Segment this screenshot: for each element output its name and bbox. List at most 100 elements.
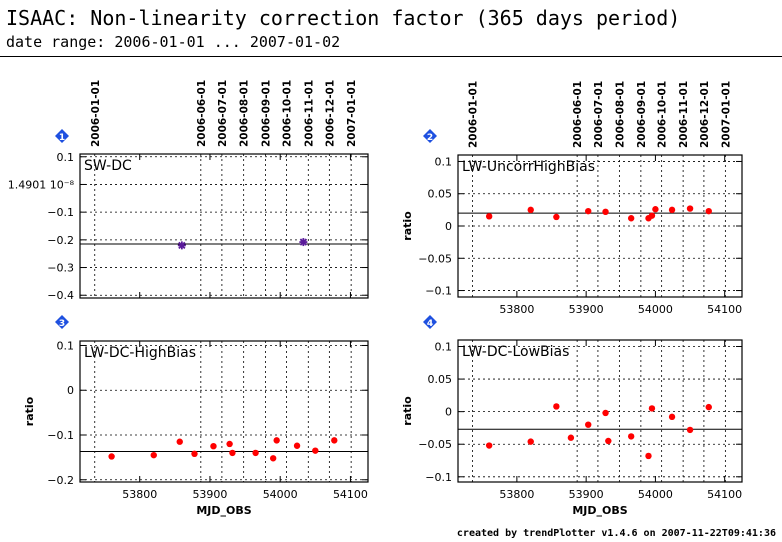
date-tick-label: 2006-12-01 xyxy=(699,81,711,148)
panel-4: 0.1 0.05 0 −0.05 −0.1 53800 53900 54000 54100 LW-… xyxy=(401,315,743,517)
date-tick-label: 2006-08-01 xyxy=(614,81,626,148)
data-point xyxy=(602,409,609,417)
data-point xyxy=(585,207,592,215)
data-point xyxy=(150,451,157,459)
y-tick-label: −0.05 xyxy=(418,252,452,265)
date-tick-label: 2006-06-01 xyxy=(196,80,208,147)
panel-1: 2006-01-01 2006-06-01 2006-07-01 2006-08-01… xyxy=(8,80,369,302)
date-tick-label: 2007-01-01 xyxy=(346,80,358,147)
date-tick-label: 2007-01-01 xyxy=(720,81,732,148)
panel-number-badge xyxy=(423,315,437,329)
date-tick-label: 2006-07-01 xyxy=(593,81,605,148)
x-tick-label: 53900 xyxy=(569,303,604,316)
data-point xyxy=(705,207,712,215)
x-axis-label: MJD_OBS xyxy=(196,504,251,517)
panel-label: LW-DC-HighBias xyxy=(84,345,196,361)
data-point xyxy=(527,206,534,214)
plot-frame xyxy=(79,340,369,483)
page-title: ISAAC: Non-linearity correction factor (… xyxy=(6,6,681,30)
date-tick-label: 2006-11-01 xyxy=(303,80,315,147)
data-point xyxy=(645,452,652,460)
y-tick-label: −0.1 xyxy=(47,429,74,442)
data-point xyxy=(485,213,493,220)
y-tick-label: 0 xyxy=(445,220,452,233)
y-tick-label: 0.1 xyxy=(435,155,453,168)
y-tick-label: −0.3 xyxy=(47,262,74,275)
star-stroke xyxy=(299,238,308,246)
data-point xyxy=(108,453,115,460)
panel-2: 2006-01-01 2006-06-01 2006-07-01 2006-08-01… xyxy=(401,81,743,316)
data-point xyxy=(686,426,694,434)
data-point xyxy=(553,403,560,410)
y-tick-label: 0 xyxy=(445,406,452,419)
date-tick-label: 2006-10-01 xyxy=(657,81,669,148)
y-tick-label: −0.2 xyxy=(47,234,74,247)
title-rule xyxy=(0,56,782,57)
x-tick-label: 54100 xyxy=(333,488,368,501)
data-point xyxy=(312,447,319,454)
data-point xyxy=(485,442,493,449)
x-tick-label: 53900 xyxy=(569,488,604,501)
y-tick-label: 0 xyxy=(67,384,74,397)
date-tick-label: 2006-07-01 xyxy=(217,80,229,147)
date-range-subtitle: date range: 2006-01-01 ... 2007-01-02 xyxy=(6,33,341,51)
x-tick-label: 53900 xyxy=(192,488,227,501)
date-tick-label: 2006-09-01 xyxy=(260,80,272,147)
data-point xyxy=(293,442,301,449)
data-point xyxy=(176,438,183,445)
panel-label: SW-DC xyxy=(84,158,132,174)
data-point xyxy=(226,440,233,448)
panel-number-badge xyxy=(423,129,437,143)
data-point xyxy=(273,437,280,444)
panel-number: 2 xyxy=(427,133,433,143)
data-point-star xyxy=(299,238,308,247)
data-point xyxy=(648,405,656,412)
data-point xyxy=(191,450,198,457)
data-point xyxy=(602,208,609,215)
y-tick-label: 0.05 xyxy=(428,188,453,201)
data-point xyxy=(331,437,338,444)
y-tick-label: −0.2 xyxy=(47,474,74,487)
y-tick-label: 0.05 xyxy=(428,373,453,386)
plot-frame xyxy=(457,154,743,298)
x-tick-label: 54000 xyxy=(638,488,673,501)
data-point xyxy=(668,413,676,421)
data-point xyxy=(705,403,712,411)
data-point xyxy=(527,438,534,445)
y-tick-label: −0.1 xyxy=(47,206,74,219)
date-tick-label: 2006-06-01 xyxy=(572,81,584,148)
y-tick-label: −0.1 xyxy=(425,471,452,484)
data-point xyxy=(627,433,635,440)
date-tick-label: 2006-08-01 xyxy=(239,80,251,147)
panel-number: 3 xyxy=(59,319,65,329)
date-tick-label: 2006-09-01 xyxy=(636,81,648,148)
plot-frame xyxy=(457,339,743,483)
data-point xyxy=(269,455,277,462)
panel-number-badge xyxy=(55,315,69,329)
y-tick-label: −0.05 xyxy=(418,438,452,451)
date-tick-label: 2006-10-01 xyxy=(282,80,294,147)
x-tick-label: 54000 xyxy=(638,303,673,316)
date-tick-label: 2006-01-01 xyxy=(468,81,480,148)
panel-3: 0.1 0 −0.1 −0.2 53800 53900 54000 54100 LW-DC-Hi… xyxy=(23,315,369,517)
data-point xyxy=(652,206,659,213)
plot-frame xyxy=(79,153,369,299)
y-tick-label: 0.1 xyxy=(57,339,75,352)
data-point xyxy=(585,421,592,428)
date-tick-label: 2006-11-01 xyxy=(678,81,690,148)
data-point xyxy=(686,205,694,212)
y-axis-label: ratio xyxy=(23,396,36,426)
panel-number-badge xyxy=(55,129,69,143)
date-tick-label: 2006-12-01 xyxy=(324,80,336,147)
x-tick-label: 54000 xyxy=(263,488,298,501)
panel-number: 1 xyxy=(59,133,65,143)
data-point xyxy=(668,206,676,214)
panel-label: LW-DC-LowBias xyxy=(462,344,569,360)
y-axis-label: ratio xyxy=(401,396,414,426)
y-tick-label: 0.1 xyxy=(435,341,453,354)
y-axis-label: ratio xyxy=(401,211,414,241)
data-point xyxy=(210,442,217,450)
data-point-star xyxy=(177,241,186,250)
data-point xyxy=(567,434,575,441)
x-tick-label: 54100 xyxy=(707,488,742,501)
